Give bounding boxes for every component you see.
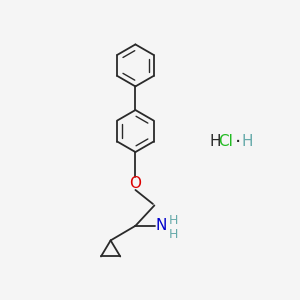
Text: H: H bbox=[169, 227, 178, 241]
Text: ·: · bbox=[235, 133, 241, 152]
Text: N: N bbox=[156, 218, 167, 233]
Text: O: O bbox=[129, 176, 141, 191]
Text: H: H bbox=[169, 214, 178, 227]
Text: H: H bbox=[210, 134, 221, 149]
Text: H: H bbox=[242, 134, 254, 149]
Text: Cl: Cl bbox=[218, 134, 233, 149]
